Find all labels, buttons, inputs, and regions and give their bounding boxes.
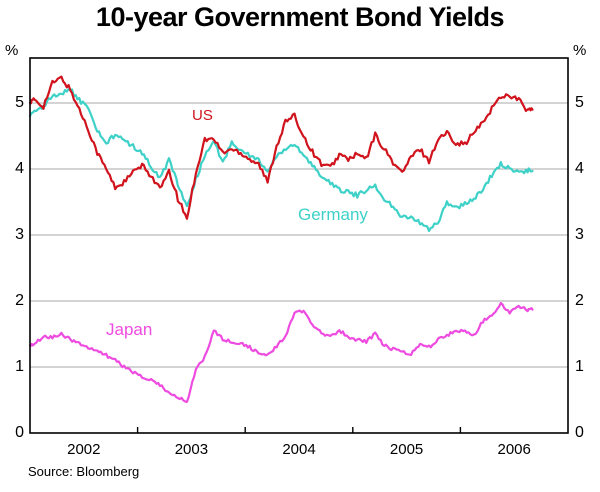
- y-tick-label-left-3: 3: [15, 226, 24, 243]
- x-tick-label-2004: 2004: [282, 441, 316, 458]
- series-label-germany: Germany: [298, 205, 368, 224]
- y-tick-label-right-1: 1: [575, 358, 584, 375]
- y-tick-label-left-0: 0: [15, 424, 24, 441]
- y-tick-label-right-4: 4: [575, 160, 584, 177]
- y-tick-label-right-5: 5: [575, 94, 584, 111]
- y-axis-unit-left: %: [5, 42, 19, 59]
- y-tick-label-right-0: 0: [575, 424, 584, 441]
- x-tick-label-2002: 2002: [67, 441, 101, 458]
- line-japan: [28, 302, 534, 403]
- x-tick-label-2005: 2005: [389, 441, 424, 458]
- x-tick-label-2003: 2003: [174, 441, 209, 458]
- plot-frame: [29, 57, 569, 434]
- x-tick-label-2006: 2006: [497, 441, 531, 458]
- y-tick-label-left-1: 1: [15, 358, 24, 375]
- line-germany: [28, 88, 534, 233]
- y-tick-label-right-3: 3: [575, 226, 584, 243]
- chart-title: 10-year Government Bond Yields: [95, 2, 505, 32]
- y-tick-label-left-2: 2: [15, 292, 24, 309]
- line-us: [28, 75, 534, 220]
- y-tick-label-right-2: 2: [575, 292, 584, 309]
- series-label-us: US: [192, 107, 213, 124]
- y-axis-unit-right: %: [573, 42, 587, 59]
- source-note: Source: Bloomberg: [28, 464, 140, 479]
- series-label-japan: Japan: [106, 320, 153, 339]
- y-tick-label-left-4: 4: [15, 160, 24, 177]
- y-tick-label-left-5: 5: [15, 94, 24, 111]
